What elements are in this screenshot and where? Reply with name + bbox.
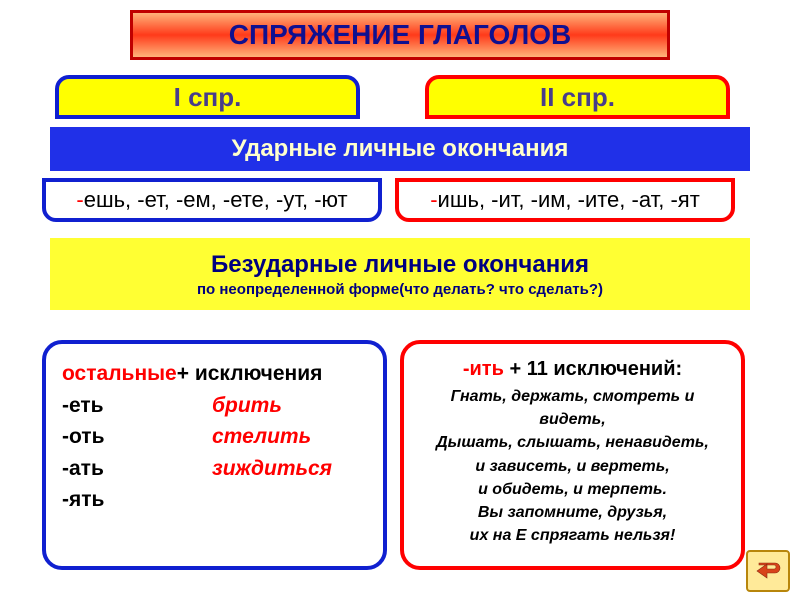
list-item: Дышать, слышать, ненавидеть, bbox=[420, 431, 725, 454]
endings2-box: - ишь, -ит, -им, -ите, -ат, -ят bbox=[395, 178, 735, 222]
list-item: -оть стелить bbox=[62, 421, 367, 453]
endings1-box: - ешь, -ет, -ем, -ете, -ут, -ют bbox=[42, 178, 382, 222]
unstressed-band: Безударные личные окончания по неопредел… bbox=[50, 238, 750, 310]
endings2-text: ишь, -ит, -им, -ите, -ат, -ят bbox=[438, 187, 700, 213]
left-panel-head: остальные + исключения bbox=[62, 358, 367, 390]
spr1-label: I спр. bbox=[174, 82, 242, 113]
endings1-text: ешь, -ет, -ем, -ете, -ут, -ют bbox=[84, 187, 348, 213]
right-head-rest: + 11 исключений: bbox=[509, 358, 682, 380]
title-text: СПРЯЖЕНИЕ ГЛАГОЛОВ bbox=[229, 19, 572, 51]
list-item: Вы запомните, друзья, bbox=[420, 501, 725, 524]
list-item: -ать зиждиться bbox=[62, 453, 367, 485]
return-button[interactable] bbox=[746, 550, 790, 592]
left-row-b: брить bbox=[212, 390, 282, 422]
list-item: -еть брить bbox=[62, 390, 367, 422]
list-item: и обидеть, и терпеть. bbox=[420, 478, 725, 501]
spr1-label-box: I спр. bbox=[55, 75, 360, 119]
list-item: -ять bbox=[62, 484, 367, 516]
stressed-band: Ударные личные окончания bbox=[50, 127, 750, 171]
spr2-label-box: II спр. bbox=[425, 75, 730, 119]
left-row-a: -еть bbox=[62, 390, 212, 422]
stressed-title: Ударные личные окончания bbox=[232, 135, 569, 163]
left-head-left: остальные bbox=[62, 358, 177, 390]
unstressed-title: Безударные личные окончания bbox=[211, 251, 589, 279]
left-row-b: стелить bbox=[212, 421, 311, 453]
spr2-label: II спр. bbox=[540, 82, 615, 113]
unstressed-sub: по неопределенной форме(что делать? что … bbox=[197, 281, 603, 298]
left-row-a: -ять bbox=[62, 484, 212, 516]
right-info-panel: -ить + 11 исключений: Гнать, держать, см… bbox=[400, 340, 745, 570]
return-arrow-icon bbox=[753, 555, 783, 588]
page-title: СПРЯЖЕНИЕ ГЛАГОЛОВ bbox=[130, 10, 670, 60]
left-row-a: -оть bbox=[62, 421, 212, 453]
endings2-prefix: - bbox=[430, 187, 437, 213]
right-head-red: -ить bbox=[463, 358, 504, 380]
left-row-b: зиждиться bbox=[212, 453, 332, 485]
left-head-plus: + исключения bbox=[177, 358, 323, 390]
left-row-a: -ать bbox=[62, 453, 212, 485]
list-item: Гнать, держать, смотреть и видеть, bbox=[420, 385, 725, 431]
right-panel-body: Гнать, держать, смотреть и видеть, Дышат… bbox=[420, 385, 725, 547]
left-info-panel: остальные + исключения -еть брить -оть с… bbox=[42, 340, 387, 570]
endings1-prefix: - bbox=[76, 187, 83, 213]
list-item: и зависеть, и вертеть, bbox=[420, 455, 725, 478]
right-panel-head: -ить + 11 исключений: bbox=[420, 358, 725, 381]
list-item: их на Е спрягать нельзя! bbox=[420, 524, 725, 547]
